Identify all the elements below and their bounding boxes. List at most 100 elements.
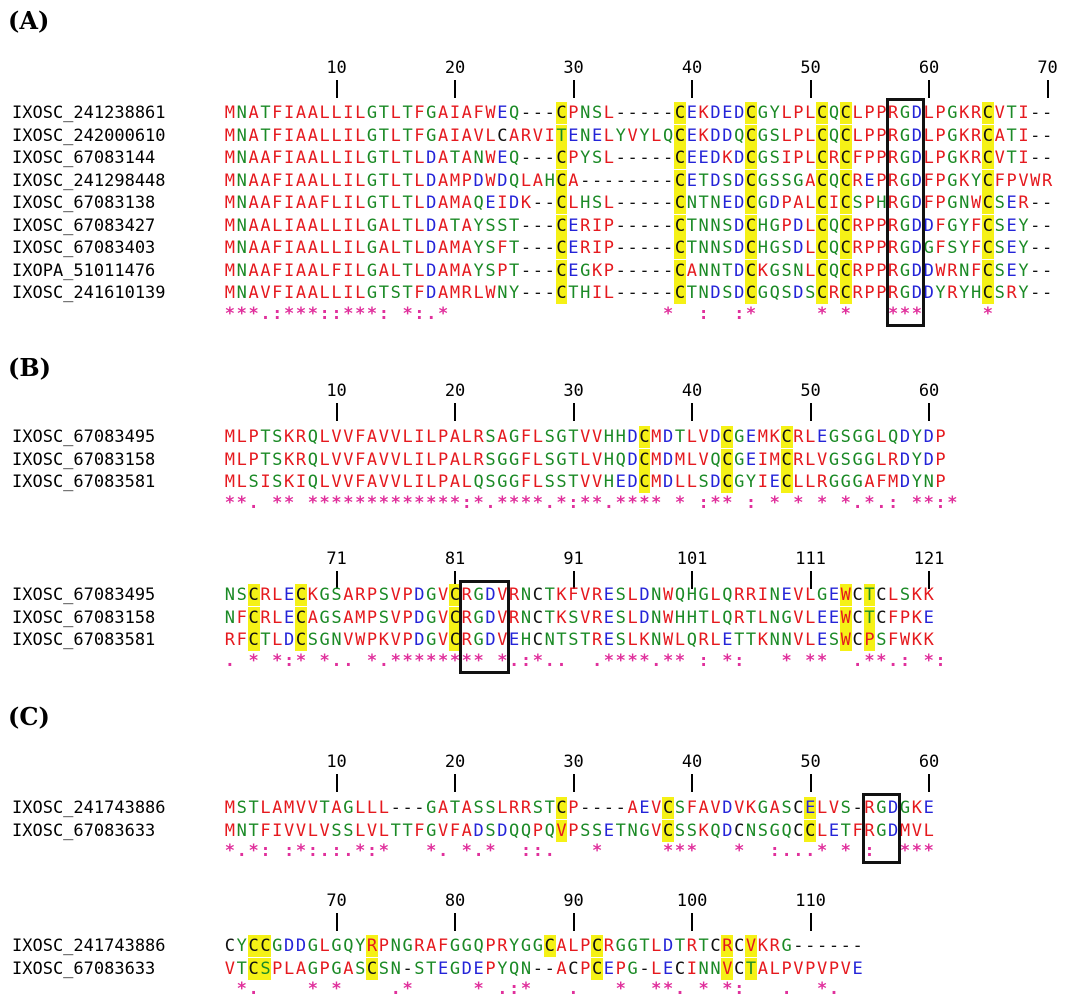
consensus-symbol: * [248, 303, 259, 324]
residue: L [355, 193, 366, 213]
residue: C [852, 585, 863, 605]
residue: I [1018, 148, 1029, 168]
residue: Q [473, 193, 484, 213]
residue: K [378, 630, 390, 650]
residue: V [343, 449, 354, 470]
residue: R [414, 936, 425, 956]
residue: - [1030, 193, 1041, 213]
residue: D [722, 798, 733, 818]
residue: S [722, 238, 733, 258]
consensus-symbol [591, 980, 603, 998]
consensus-symbol [852, 980, 864, 998]
residue: N [520, 585, 532, 605]
residue: I [284, 103, 295, 123]
residue: V [331, 427, 342, 447]
residue: D [414, 630, 425, 650]
residue: Q [615, 449, 626, 470]
consensus-symbol: * [224, 841, 236, 861]
residue: D [663, 472, 674, 492]
consensus-symbol [461, 305, 473, 323]
residue: F [686, 798, 697, 818]
residue: - [627, 260, 638, 281]
residue: L [520, 170, 532, 191]
residue: Q [509, 170, 520, 191]
residue: E [769, 472, 780, 492]
consensus-symbol: * [615, 492, 626, 513]
consensus-symbol: * [888, 303, 899, 324]
rgd-motif-box [885, 98, 926, 327]
residue: S [722, 215, 733, 236]
residue: D [639, 607, 650, 628]
residue: T [402, 820, 413, 841]
residue: A [295, 148, 307, 168]
residue: D [663, 936, 674, 956]
residue: P [899, 607, 911, 628]
tick-mark [335, 80, 338, 98]
residue: L [319, 125, 330, 146]
residue: V [473, 125, 484, 146]
consensus-symbol: * [674, 492, 686, 513]
residue: L [355, 283, 366, 303]
residue: A [260, 148, 271, 168]
residue: P [864, 125, 875, 146]
residue: I [343, 238, 354, 258]
residue: F [923, 170, 934, 191]
residue: F [852, 148, 863, 168]
consensus-symbol [224, 980, 236, 998]
consensus-symbol: : [935, 650, 946, 671]
residue: S [378, 607, 390, 628]
consensus-symbol: . [497, 979, 508, 999]
consensus-symbol [639, 305, 651, 323]
residue: A [509, 125, 520, 146]
consensus-symbol [615, 305, 627, 323]
residue: Y [509, 936, 520, 956]
residue: L [805, 260, 816, 281]
residue: V [390, 472, 401, 492]
residue: G [627, 936, 638, 956]
residue: G [793, 170, 804, 191]
residue: N [580, 103, 591, 123]
residue: F [437, 936, 449, 956]
consensus-symbol: * [745, 303, 757, 324]
consensus-symbol: : [698, 303, 709, 324]
residue: T [745, 957, 757, 980]
rgd-motif-box [459, 580, 511, 674]
residue: W [839, 584, 852, 606]
consensus-symbol: * [295, 841, 307, 861]
residue: P [461, 170, 472, 191]
consensus-symbol [935, 305, 947, 323]
residue: C [543, 935, 556, 957]
residue: L [236, 427, 247, 447]
residue: V [840, 958, 851, 979]
residue: C [532, 585, 543, 605]
residue: A [295, 215, 307, 236]
consensus-symbol [544, 980, 556, 998]
residue: L [805, 449, 816, 470]
consensus-symbol: . [591, 650, 603, 671]
residue: T [555, 124, 568, 147]
residue: E [437, 958, 449, 979]
residue: R [591, 585, 603, 605]
residue: G [899, 103, 911, 123]
consensus-symbol: : [520, 650, 532, 671]
residue: T [319, 798, 330, 818]
consensus-symbol [745, 842, 757, 860]
residue: N [236, 170, 247, 191]
residue: I [497, 193, 508, 213]
residue: C [674, 958, 686, 979]
residue: G [769, 820, 780, 841]
residue: C [555, 192, 568, 214]
residue: C [247, 957, 260, 980]
residue: D [899, 427, 911, 447]
residue: S [994, 238, 1005, 258]
residue: V [437, 630, 449, 650]
residue: E [284, 585, 295, 605]
residue: - [1042, 283, 1053, 303]
residue: L [414, 170, 425, 191]
residue: Q [307, 427, 318, 447]
residue: S [259, 957, 272, 980]
residue: S [378, 958, 390, 979]
consensus-symbol: : [260, 841, 271, 861]
residue: D [734, 193, 745, 213]
residue: D [911, 238, 922, 258]
